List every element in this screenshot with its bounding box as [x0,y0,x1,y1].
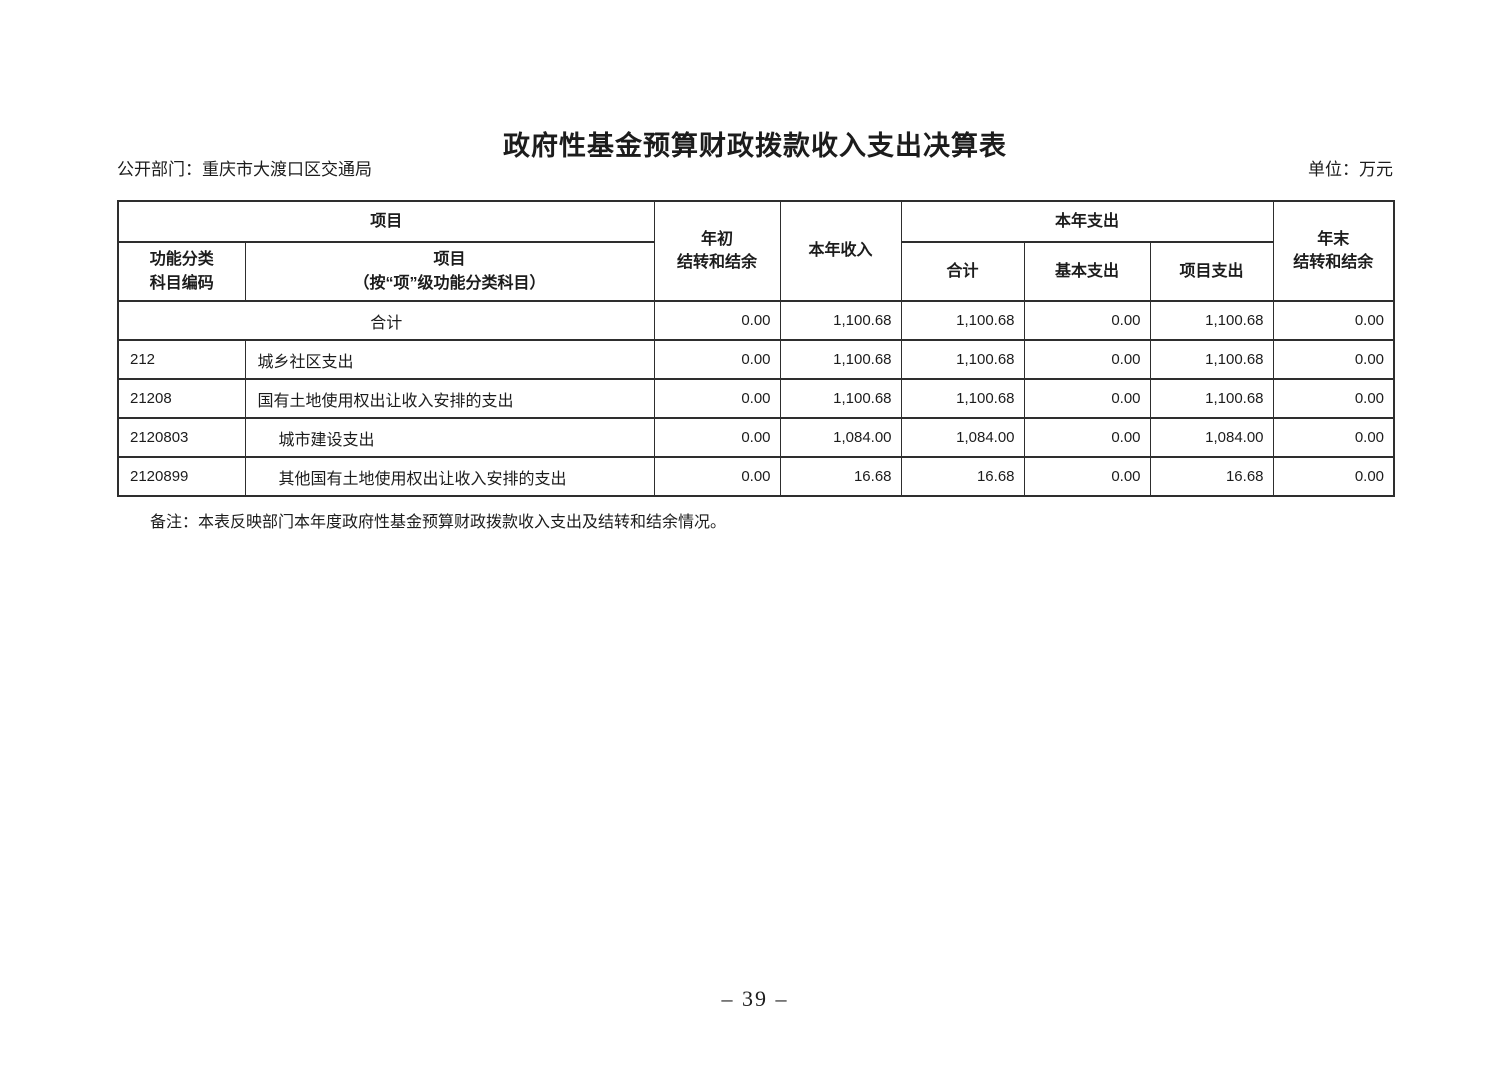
value-cell: 0.00 [1023,339,1151,380]
department-label: 公开部门：重庆市大渡口区交通局 [117,160,372,179]
value-cell: 1,100.68 [900,378,1025,419]
header-current-income: 本年收入 [779,200,902,302]
code-cell: 2120899 [117,456,246,497]
value-cell: 0.00 [653,378,781,419]
value-cell: 1,100.68 [779,300,902,341]
value-cell: 1,100.68 [900,300,1025,341]
value-cell: 16.68 [900,456,1025,497]
value-cell: 1,100.68 [1149,378,1274,419]
header-function-code: 功能分类 科目编码 [117,241,246,302]
table-row: 2120803 城市建设支出 0.00 1,084.00 1,084.00 0.… [117,417,1395,458]
code-cell: 2120803 [117,417,246,458]
header-project-group: 项目 [117,200,655,243]
header-project-exp: 项目支出 [1149,241,1274,302]
table-row: 21208 国有土地使用权出让收入安排的支出 0.00 1,100.68 1,1… [117,378,1395,419]
value-cell: 1,100.68 [779,378,902,419]
page-title: 政府性基金预算财政拨款收入支出决算表 [503,131,1007,161]
value-cell: 1,100.68 [1149,300,1274,341]
value-cell: 0.00 [653,339,781,380]
value-cell: 0.00 [1023,417,1151,458]
table-row: 212 城乡社区支出 0.00 1,100.68 1,100.68 0.00 1… [117,339,1395,380]
header-closing-balance: 年末 结转和结余 [1272,200,1395,302]
value-cell: 0.00 [1023,300,1151,341]
header-opening-balance: 年初 结转和结余 [653,200,781,302]
value-cell: 0.00 [1272,339,1395,380]
header-project-item: 项目 （按“项”级功能分类科目） [244,241,655,302]
header-basic-exp: 基本支出 [1023,241,1151,302]
value-cell: 0.00 [1272,378,1395,419]
budget-table: 项目 年初 结转和结余 本年收入 本年支出 年末 结转和结余 功能分类 科目编码… [117,200,1396,497]
value-cell: 0.00 [653,300,781,341]
code-cell: 21208 [117,378,246,419]
value-cell: 16.68 [779,456,902,497]
value-cell: 0.00 [1023,378,1151,419]
name-cell: 其他国有土地使用权出让收入安排的支出 [244,456,655,497]
value-cell: 1,084.00 [1149,417,1274,458]
value-cell: 1,100.68 [900,339,1025,380]
value-cell: 16.68 [1149,456,1274,497]
header-exp-total: 合计 [900,241,1025,302]
table-note: 备注：本表反映部门本年度政府性基金预算财政拨款收入支出及结转和结余情况。 [150,514,727,531]
page-number: – 39 – [721,986,789,1011]
meta-row: 公开部门：重庆市大渡口区交通局 单位：万元 [117,159,1393,181]
value-cell: 1,084.00 [900,417,1025,458]
name-cell: 城乡社区支出 [244,339,655,380]
value-cell: 0.00 [1023,456,1151,497]
value-cell: 0.00 [653,456,781,497]
header-expenditure-group: 本年支出 [900,200,1274,243]
value-cell: 0.00 [1272,456,1395,497]
code-cell: 212 [117,339,246,380]
value-cell: 1,100.68 [1149,339,1274,380]
value-cell: 0.00 [1272,417,1395,458]
value-cell: 1,084.00 [779,417,902,458]
value-cell: 0.00 [1272,300,1395,341]
table-row-total: 合计 0.00 1,100.68 1,100.68 0.00 1,100.68 … [117,300,1395,341]
name-cell: 合计 [117,300,655,341]
table-row: 2120899 其他国有土地使用权出让收入安排的支出 0.00 16.68 16… [117,456,1395,497]
unit-label: 单位：万元 [1308,160,1393,179]
value-cell: 0.00 [653,417,781,458]
value-cell: 1,100.68 [779,339,902,380]
name-cell: 城市建设支出 [244,417,655,458]
name-cell: 国有土地使用权出让收入安排的支出 [244,378,655,419]
